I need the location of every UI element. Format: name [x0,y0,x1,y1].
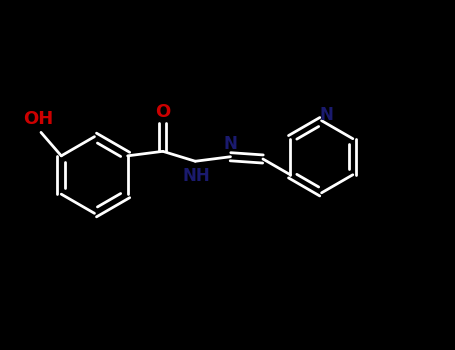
Text: OH: OH [24,110,54,128]
Text: NH: NH [182,167,210,185]
Text: O: O [155,103,171,121]
Text: N: N [319,106,333,124]
Text: N: N [224,135,238,153]
